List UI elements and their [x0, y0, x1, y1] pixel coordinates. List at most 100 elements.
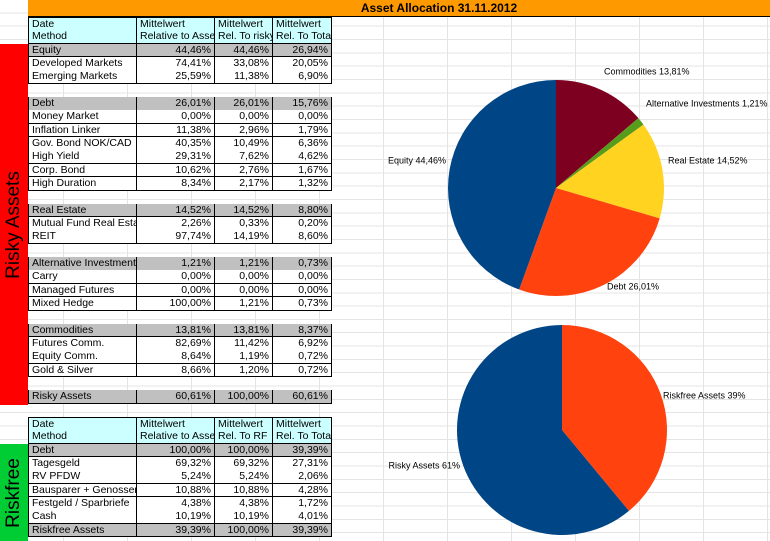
- pie-slice: [556, 118, 644, 188]
- table-cell: 0,72%: [273, 350, 332, 365]
- slice-label: Risky Assets 61%: [388, 460, 460, 470]
- table-cell: Rel. To risky: [215, 30, 273, 45]
- table-cell: 29,31%: [137, 150, 215, 165]
- table-cell: 100,00%: [137, 443, 215, 458]
- slice-label: Riskfree Assets 39%: [663, 390, 746, 400]
- table-cell: RV PFDW: [28, 470, 137, 485]
- table-cell: 10,19%: [215, 510, 273, 525]
- table-cell: 2,76%: [215, 163, 273, 178]
- table-cell: 0,73%: [273, 296, 332, 311]
- table-cell: 39,39%: [273, 523, 332, 538]
- slice-label: Real Estate 14,52%: [668, 155, 748, 165]
- table-cell: 0,00%: [215, 110, 273, 125]
- table-cell: 1,32%: [273, 176, 332, 191]
- table-cell: Mittelwert: [137, 417, 215, 431]
- table-cell: 74,41%: [137, 56, 215, 71]
- table-cell: Emerging Markets: [28, 70, 137, 85]
- table-cell: Tagesgeld: [28, 456, 137, 471]
- table-cell: Relative to Asset: [137, 30, 215, 45]
- table-cell: 82,69%: [137, 336, 215, 351]
- table-cell: Futures Comm.: [28, 336, 137, 351]
- table-cell: 27,31%: [273, 456, 332, 471]
- table-cell: Relative to Asset: [137, 430, 215, 445]
- table-cell: 11,38%: [215, 70, 273, 85]
- table-cell: 0,00%: [273, 270, 332, 285]
- pie-slice: [457, 325, 629, 535]
- table-cell: 1,21%: [137, 256, 215, 271]
- table-cell: Mittelwert: [273, 17, 332, 31]
- table-cell: 13,81%: [137, 323, 215, 338]
- table-cell: Date: [28, 17, 137, 31]
- table-cell: 100,00%: [137, 296, 215, 311]
- table-cell: 60,61%: [273, 390, 332, 405]
- table-cell: Carry: [28, 270, 137, 285]
- table-cell: 0,00%: [137, 270, 215, 285]
- table-cell: 1,21%: [215, 296, 273, 311]
- table-cell: Mittelwert: [215, 417, 273, 431]
- table-cell: 39,39%: [137, 523, 215, 538]
- table-cell: Debt: [28, 96, 137, 111]
- table-cell: 10,62%: [137, 163, 215, 178]
- pie-slice: [562, 325, 667, 511]
- slice-label: Alternative Investments 1,21%: [646, 98, 768, 108]
- table-cell: 2,17%: [215, 176, 273, 191]
- table-cell: High Duration: [28, 176, 137, 191]
- table-cell: 33,08%: [215, 56, 273, 71]
- pie-slice: [519, 188, 660, 296]
- table-cell: 10,49%: [215, 136, 273, 151]
- table-cell: Equity: [28, 43, 137, 58]
- table-cell: Managed Futures: [28, 283, 137, 298]
- table-cell: 0,00%: [215, 270, 273, 285]
- table-cell: 44,46%: [137, 43, 215, 58]
- table-cell: 0,00%: [273, 283, 332, 298]
- table-cell: 15,76%: [273, 96, 332, 111]
- table-cell: Money Market: [28, 110, 137, 125]
- table-cell: 97,74%: [137, 230, 215, 245]
- table-cell: 1,20%: [215, 363, 273, 378]
- table-cell: 100,00%: [215, 390, 273, 405]
- table-cell: 2,96%: [215, 123, 273, 138]
- table-cell: Festgeld / Sparbriefe: [28, 496, 137, 511]
- table-cell: Gov. Bond NOK/CAD: [28, 136, 137, 151]
- pie-slice: [556, 124, 664, 219]
- sheet-title: Asset Allocation 31.11.2012: [28, 0, 770, 17]
- table-cell: Rel. To Total: [273, 430, 332, 445]
- side-band: Riskfree: [0, 444, 28, 541]
- table-cell: Gold & Silver: [28, 363, 137, 378]
- table-cell: 25,59%: [137, 70, 215, 85]
- table-cell: Rel. To Total: [273, 30, 332, 45]
- table-cell: 4,28%: [273, 483, 332, 498]
- table-cell: 44,46%: [215, 43, 273, 58]
- table-cell: Mutual Fund Real Estate: [28, 216, 137, 231]
- table-cell: 10,88%: [137, 483, 215, 498]
- table-cell: 20,05%: [273, 56, 332, 71]
- table-cell: 13,81%: [215, 323, 273, 338]
- table-cell: 4,38%: [137, 496, 215, 511]
- table-cell: 4,01%: [273, 510, 332, 525]
- table-cell: Mittelwert: [137, 17, 215, 31]
- table-cell: 69,32%: [215, 456, 273, 471]
- table-cell: 14,19%: [215, 230, 273, 245]
- table-cell: 4,38%: [215, 496, 273, 511]
- table-cell: 0,00%: [137, 283, 215, 298]
- table-cell: 100,00%: [215, 443, 273, 458]
- table-cell: 4,62%: [273, 150, 332, 165]
- table-cell: 2,06%: [273, 470, 332, 485]
- table-cell: 5,24%: [215, 470, 273, 485]
- table-cell: 6,36%: [273, 136, 332, 151]
- table-cell: REIT: [28, 230, 137, 245]
- table-cell: 8,66%: [137, 363, 215, 378]
- table-cell: Date: [28, 417, 137, 431]
- table-cell: Mittelwert: [273, 417, 332, 431]
- table-cell: 8,60%: [273, 230, 332, 245]
- table-cell: 1,72%: [273, 496, 332, 511]
- table-cell: Bausparer + Genossen: [28, 483, 137, 498]
- table-cell: 14,52%: [137, 203, 215, 218]
- table-cell: 1,21%: [215, 256, 273, 271]
- table-cell: 39,39%: [273, 443, 332, 458]
- table-cell: Equity Comm.: [28, 350, 137, 365]
- table-cell: Method: [28, 30, 137, 45]
- table-cell: Debt: [28, 443, 137, 458]
